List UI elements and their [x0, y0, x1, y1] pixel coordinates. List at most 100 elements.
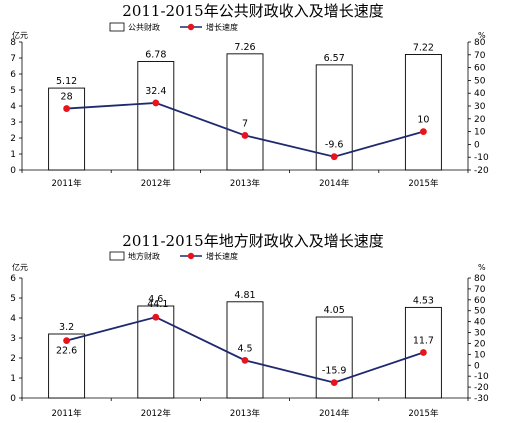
- right-tick-label: 60: [474, 64, 486, 74]
- right-tick-label: 80: [474, 274, 486, 284]
- right-tick-label: 50: [474, 76, 486, 86]
- left-tick-label: 1: [10, 150, 16, 160]
- right-tick-label: 80: [474, 38, 486, 48]
- right-tick-label: 40: [474, 318, 486, 328]
- left-tick-label: 0: [10, 166, 16, 176]
- bar-value-label: 3.2: [59, 322, 74, 333]
- category-label: 2013年: [230, 178, 261, 189]
- left-tick-label: 6: [10, 70, 16, 80]
- right-tick-label: 20: [474, 339, 486, 349]
- growth-value-label: 10: [417, 115, 429, 126]
- right-tick-label: -10: [474, 153, 489, 163]
- legend-bar-label: 公共财政: [128, 22, 160, 32]
- growth-point: [241, 356, 249, 364]
- right-tick-label: 50: [474, 307, 486, 317]
- legend-line-label: 增长速度: [206, 22, 238, 32]
- right-tick-label: -30: [474, 394, 489, 404]
- right-tick-label: 40: [474, 89, 486, 99]
- growth-point: [152, 313, 160, 321]
- growth-value-label: 4.5: [237, 343, 252, 354]
- bar: [48, 333, 86, 399]
- right-tick-label: 0: [474, 361, 480, 371]
- right-tick-label: 70: [474, 51, 486, 61]
- left-tick-label: 4: [10, 102, 16, 112]
- left-tick-label: 7: [10, 54, 16, 64]
- bar: [48, 87, 86, 171]
- left-tick-label: 2: [10, 354, 16, 364]
- left-tick-label: 2: [10, 134, 16, 144]
- growth-value-label: 32.4: [145, 86, 166, 97]
- left-tick-label: 3: [10, 118, 16, 128]
- category-label: 2014年: [319, 178, 350, 189]
- growth-point: [330, 379, 338, 387]
- legend-bar-swatch: [109, 22, 125, 32]
- category-label: 2015年: [408, 178, 439, 189]
- growth-value-label: 22.6: [56, 346, 77, 357]
- legend-line-label: 增长速度: [206, 251, 238, 261]
- growth-value-label: 28: [61, 92, 73, 103]
- bar-value-label: 7.26: [234, 42, 255, 53]
- legend-line-marker: [187, 252, 195, 260]
- bar-value-label: 6.78: [145, 50, 166, 61]
- left-tick-label: 3: [10, 334, 16, 344]
- left-tick-label: 6: [10, 274, 16, 284]
- chart-title: 2011-2015年公共财政收入及增长速度: [122, 2, 383, 20]
- category-label: 2013年: [230, 408, 261, 419]
- growth-point: [152, 99, 160, 107]
- right-tick-label: -20: [474, 383, 489, 393]
- growth-value-label: 44.1: [147, 299, 168, 310]
- bar-value-label: 7.22: [413, 42, 434, 53]
- left-tick-label: 0: [10, 394, 16, 404]
- left-tick-label: 4: [10, 314, 16, 324]
- right-tick-label: 10: [474, 350, 486, 360]
- right-tick-label: 20: [474, 115, 486, 125]
- category-label: 2011年: [52, 178, 83, 189]
- growth-value-label: 7: [242, 118, 248, 129]
- growth-point: [63, 105, 70, 112]
- category-label: 2015年: [408, 408, 439, 419]
- right-tick-label: -20: [474, 166, 489, 176]
- right-tick-label: 30: [474, 102, 486, 112]
- chart-title: 2011-2015年地方财政收入及增长速度: [122, 232, 383, 250]
- growth-value-label: 11.7: [413, 336, 434, 347]
- legend-bar-swatch: [109, 251, 125, 261]
- growth-value-label: -9.6: [325, 140, 344, 151]
- left-tick-label: 5: [10, 294, 16, 304]
- right-axis-unit: %: [478, 31, 486, 40]
- legend-bar-label: 地方财政: [128, 251, 160, 261]
- growth-point: [330, 153, 338, 161]
- bar-value-label: 4.81: [234, 290, 255, 301]
- growth-value-label: -15.9: [322, 366, 347, 377]
- bar: [404, 54, 442, 171]
- left-tick-label: 1: [10, 374, 16, 384]
- legend-line-marker: [187, 23, 195, 31]
- growth-point: [420, 128, 427, 136]
- bar: [226, 53, 264, 171]
- bar: [226, 301, 264, 399]
- bar-value-label: 4.6: [148, 294, 163, 305]
- right-tick-label: 30: [474, 329, 486, 339]
- bar: [137, 305, 175, 399]
- bar-value-label: 4.53: [413, 295, 434, 306]
- left-axis-unit: 亿元: [12, 262, 28, 272]
- right-tick-label: 60: [474, 296, 486, 306]
- left-axis-unit: 亿元: [12, 30, 28, 40]
- right-tick-label: 10: [474, 128, 486, 138]
- growth-point: [63, 337, 70, 345]
- right-tick-label: 70: [474, 285, 486, 295]
- category-label: 2011年: [52, 408, 83, 419]
- category-label: 2014年: [319, 408, 350, 419]
- right-axis-unit: %: [478, 263, 486, 272]
- growth-point: [420, 349, 427, 356]
- bar-value-label: 6.57: [324, 53, 345, 64]
- right-tick-label: 0: [474, 140, 480, 150]
- right-tick-label: -10: [474, 372, 489, 382]
- category-label: 2012年: [141, 408, 172, 419]
- category-label: 2012年: [141, 178, 172, 189]
- growth-point: [241, 132, 249, 139]
- bar-value-label: 4.05: [324, 305, 345, 316]
- left-tick-label: 8: [10, 38, 16, 48]
- bar-value-label: 5.12: [56, 76, 77, 87]
- bar: [137, 61, 175, 171]
